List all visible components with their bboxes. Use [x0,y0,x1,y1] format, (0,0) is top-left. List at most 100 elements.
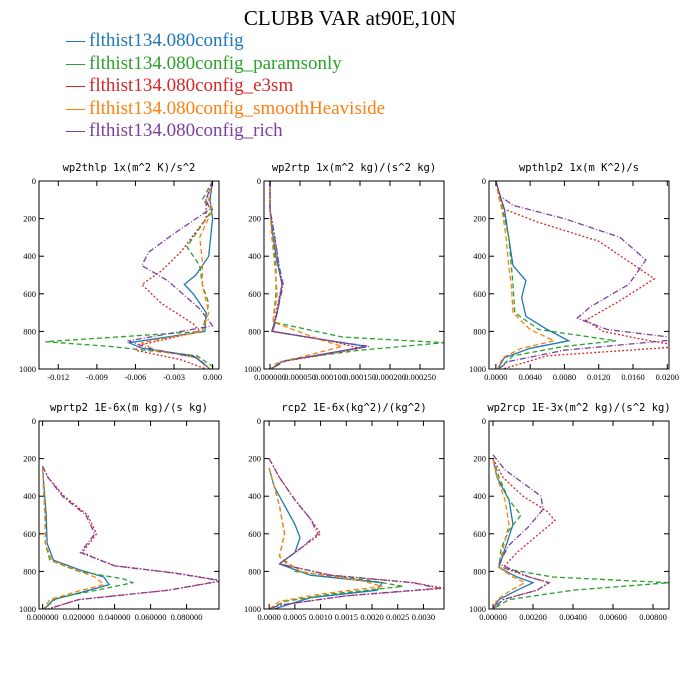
legend-item: — flthist134.080config_e3sm [66,75,385,98]
x-tick-label: 0.080000 [171,612,203,622]
series-line [41,467,106,609]
legend-label: flthist134.080config_rich [89,120,283,141]
plot-frame [263,180,445,370]
chart-panel: rcp2 1E-6x(kg^2)/(kg^2)0.0000 0.0005 0.001… [244,402,445,622]
series-line [41,467,111,609]
y-tick-label: 400 [248,491,261,501]
x-tick-label: 0.000200 [374,372,406,382]
y-tick-label: 800 [23,326,36,336]
x-tick-label: 0.060000 [135,612,167,622]
chart-panel: wp2rtp 1x(m^2 kg)/(s^2 kg) 0.0000000.0000… [244,162,445,382]
series-line [126,181,214,369]
y-tick-label: 1000 [244,364,261,374]
panel-title: wprtp2 1E-6x(m kg)/(s kg) [50,402,208,414]
y-tick-label: 1000 [469,364,486,374]
y-tick-label: 0 [32,416,36,426]
x-tick-label: 0.0010 [309,612,332,622]
y-tick-label: 400 [248,251,261,261]
x-tick-label: 0.000000 [27,612,59,622]
series-line [495,181,557,369]
y-tick-label: 0 [482,176,486,186]
x-tick-label: 0.040000 [99,612,131,622]
x-tick-label: 0.0160 [621,372,644,382]
legend-item: — flthist134.080config_paramsonly [66,53,385,76]
chart-panel: wpthlp2 1x(m K^2)/s 0.0000 0.0040 0.0080 0.0… [469,162,679,382]
y-tick-label: 1000 [244,604,261,614]
legend-label: flthist134.080config_e3sm [89,75,294,96]
plot-frame [488,180,670,370]
y-tick-label: 600 [23,289,36,299]
chart-panel: wp2rcp 1E-3x(m^2 kg)/(s^2 kg) 0.00000 0.00… [469,402,671,622]
legend-item: — flthist134.080config [66,30,385,53]
y-tick-label: 800 [473,326,486,336]
x-tick-label: 0.0200 [656,372,679,382]
series-line [492,458,535,609]
series-line [269,181,444,369]
legend-item: — flthist134.080config_rich [66,120,385,143]
y-tick-label: 800 [248,326,261,336]
x-tick-label: 0.000250 [404,372,436,382]
legend-item: — flthist134.080config_smoothHeaviside [66,98,385,121]
y-tick-label: 200 [248,454,261,464]
y-tick-label: 200 [23,214,36,224]
y-tick-label: 600 [473,289,486,299]
legend: — flthist134.080config — flthist134.080conf… [66,30,385,143]
series-line [45,181,217,369]
series-line [492,458,527,609]
x-tick-label: 0.0015 [335,612,358,622]
y-tick-label: 200 [23,454,36,464]
legend-swatch: — [66,30,85,51]
x-tick-label: 0.000 [203,372,222,382]
y-tick-label: 0 [32,176,36,186]
x-tick-label: 0.00200 [519,612,547,622]
y-tick-label: 200 [473,454,486,464]
x-tick-label: -0.006 [124,372,146,382]
y-tick-label: 800 [23,566,36,576]
legend-label: flthist134.080config_smoothHeaviside [89,97,386,119]
series-line [268,467,383,609]
series-line [495,181,571,369]
x-tick-label: 0.000000 [254,372,286,382]
series-line [268,458,444,609]
panel-title: wp2thlp 1x(m^2 K)/s^2 [63,162,196,174]
x-tick-label: -0.012 [47,372,69,382]
x-tick-label: 0.020000 [63,612,95,622]
series-line [495,181,616,369]
series-line [140,181,214,369]
y-tick-label: 1000 [19,364,36,374]
plot-frame [488,420,670,610]
series-line [495,181,669,369]
y-tick-label: 600 [473,529,486,539]
figure-title: CLUBB VAR at90E,10N [243,6,457,30]
legend-swatch: — [66,97,85,119]
panel-title: wp2rcp 1E-3x(m^2 kg)/(s^2 kg) [487,402,670,414]
x-tick-label: 0.0030 [412,612,435,622]
plot-frame [38,180,220,370]
x-tick-label: 0.00800 [639,612,667,622]
x-tick-label: 0.000150 [344,372,376,382]
x-tick-label: -0.003 [163,372,185,382]
y-tick-label: 0 [257,176,261,186]
x-tick-label: 0.00600 [599,612,627,622]
x-tick-label: 0.0000 [484,372,507,382]
legend-swatch: — [66,75,85,96]
y-tick-label: 0 [482,416,486,426]
x-tick-label: 0.0000 [257,612,280,622]
x-tick-label: 0.0025 [386,612,409,622]
panel-title: wp2rtp 1x(m^2 kg)/(s^2 kg) [272,162,436,174]
y-tick-label: 800 [248,566,261,576]
y-tick-label: 800 [473,566,486,576]
plot-frame [38,420,220,610]
y-tick-label: 600 [248,529,261,539]
y-tick-label: 200 [473,214,486,224]
legend-label: flthist134.080config_paramsonly [89,52,342,74]
x-tick-label: 0.00400 [559,612,587,622]
x-tick-label: 0.000050 [284,372,316,382]
y-tick-label: 600 [248,289,261,299]
series-line [41,467,135,609]
panel-title: rcp2 1E-6x(kg^2)/(kg^2) [281,402,426,414]
legend-swatch: — [66,52,85,74]
x-tick-label: 0.000100 [314,372,346,382]
x-tick-label: -0.009 [86,372,108,382]
